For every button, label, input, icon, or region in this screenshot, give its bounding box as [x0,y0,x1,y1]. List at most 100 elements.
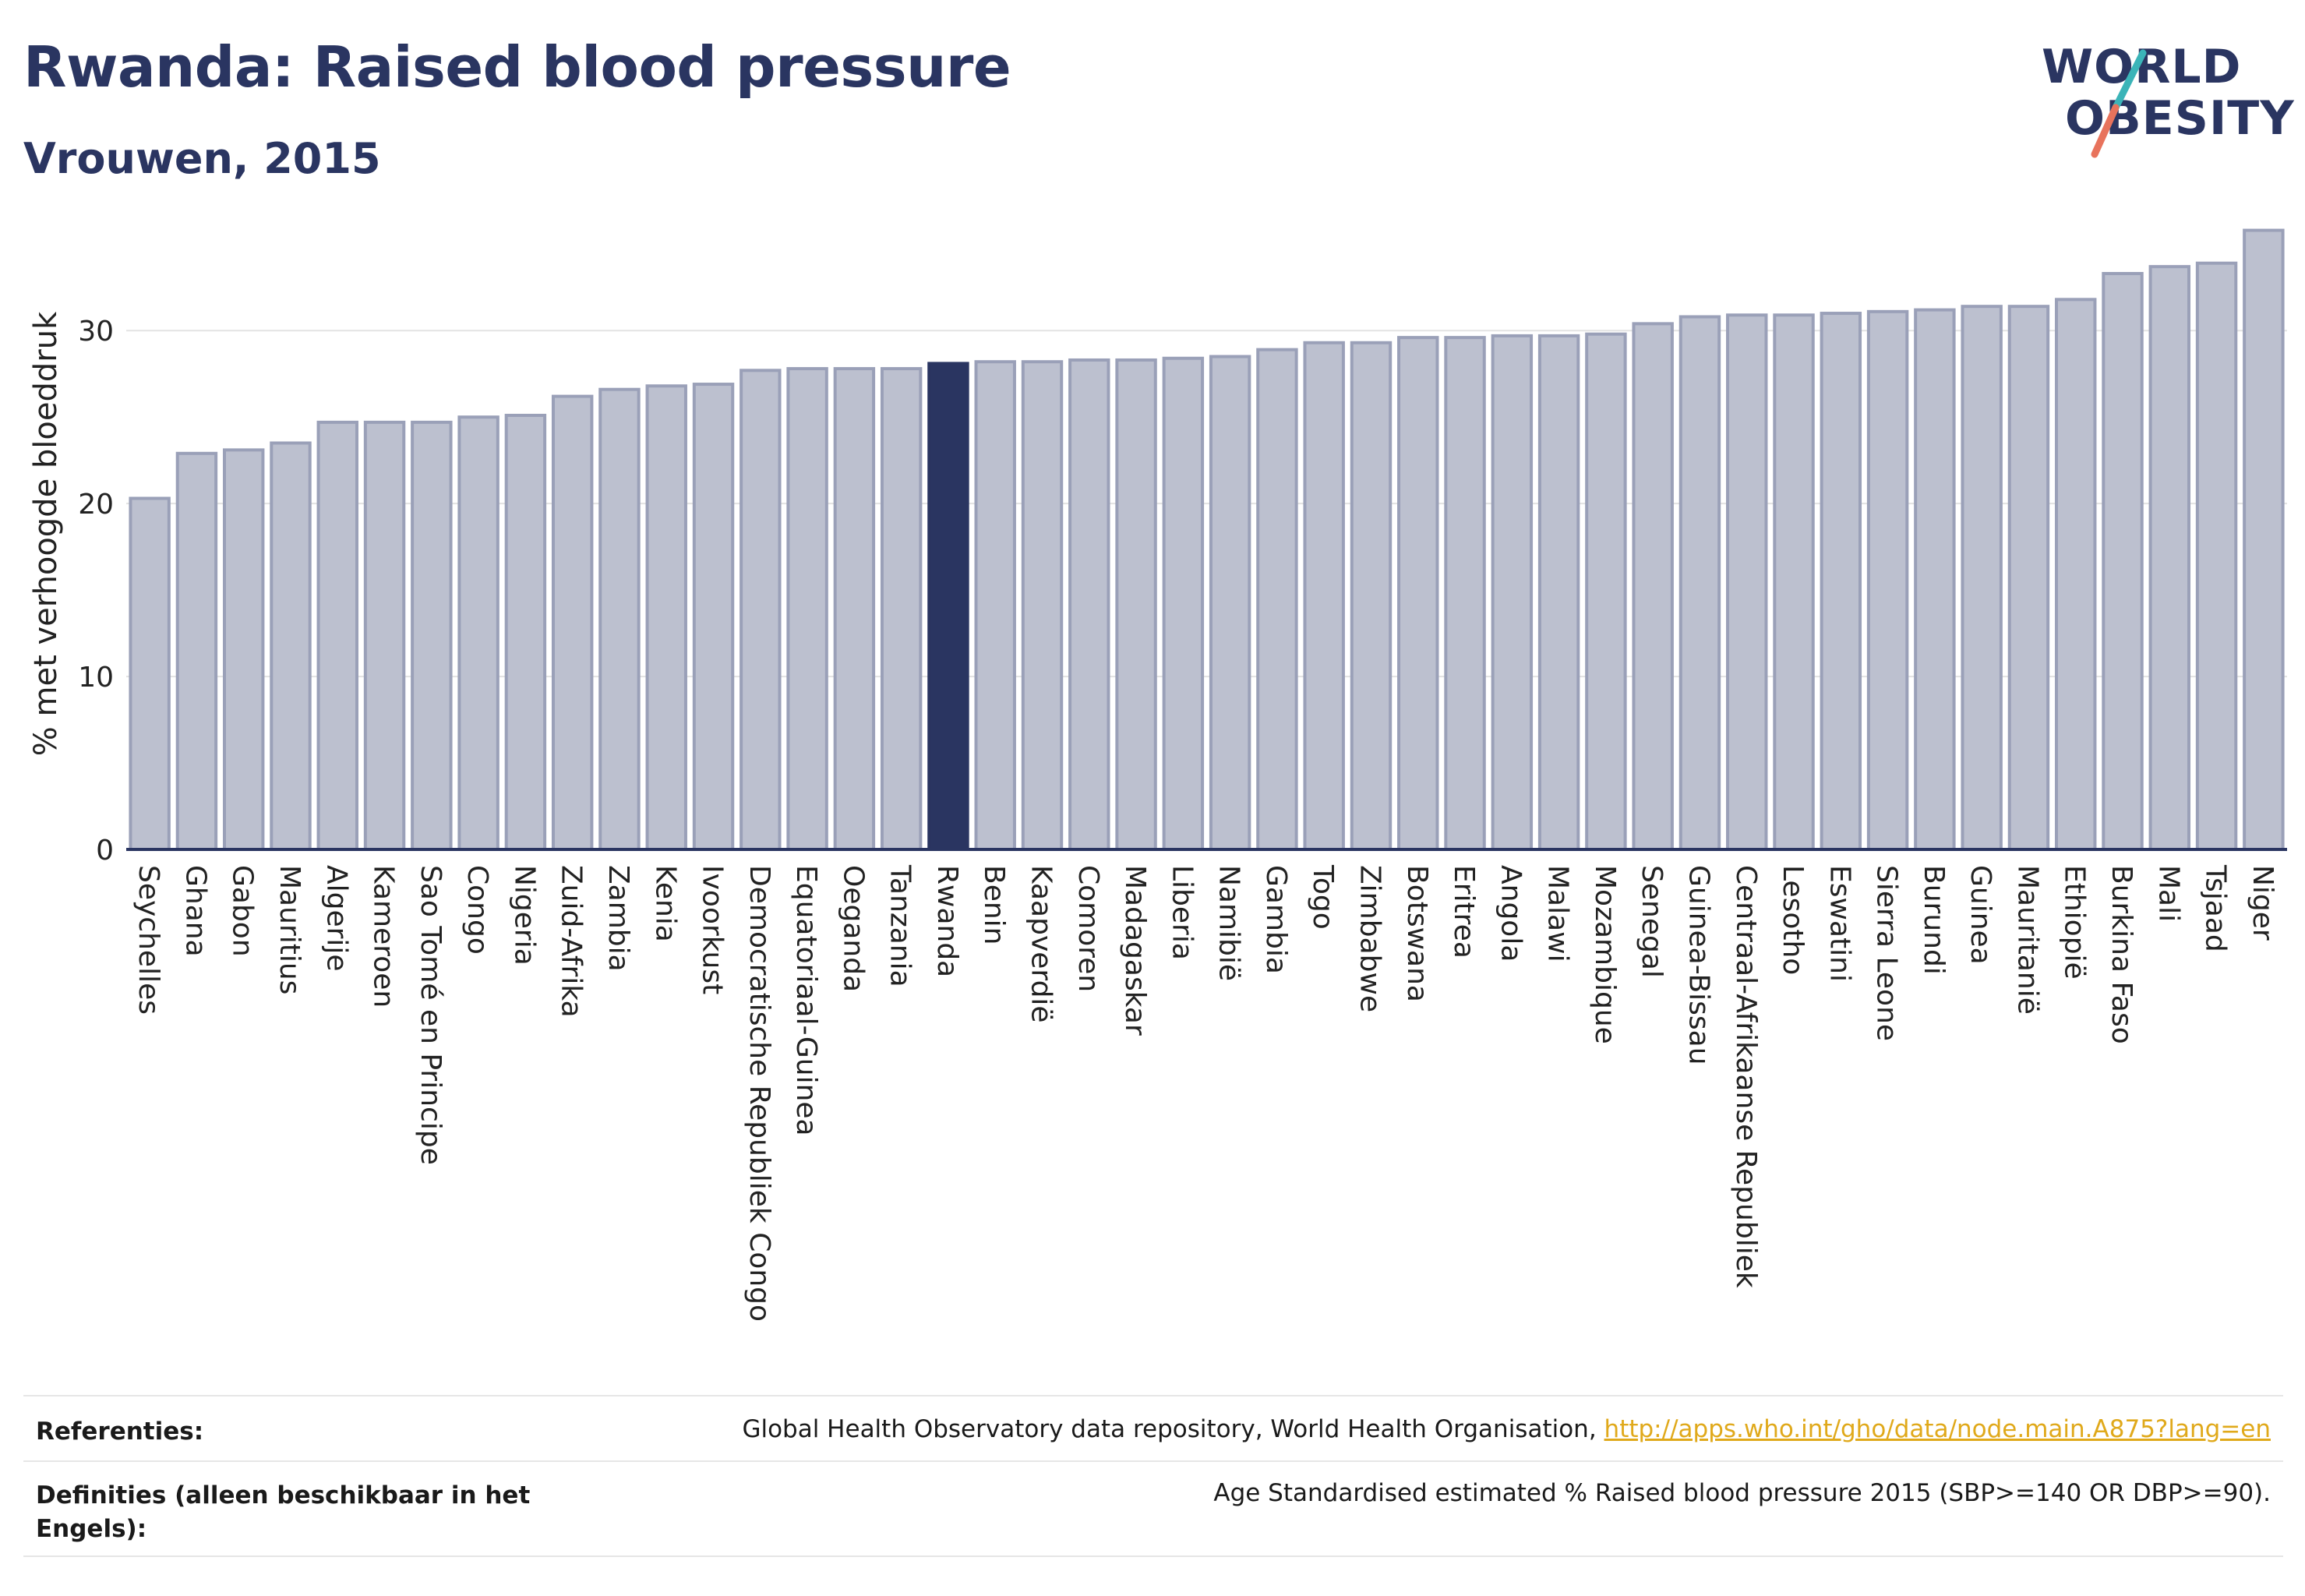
bar [411,420,453,851]
x-tick-label: Guinea [1964,865,1996,965]
bar [363,420,406,851]
bar [2243,228,2285,852]
bar [1256,348,1298,851]
x-tick-label: Kameroen [368,865,400,1008]
x-tick-label: Equatoriaal-Guinea [790,865,822,1136]
x-tick-label: Mauritius [274,865,305,994]
x-tick-label: Eritrea [1448,865,1480,959]
definitions-label: Definities (alleen beschikbaar in het En… [36,1481,531,1544]
x-tick-label: Senegal [1636,865,1668,978]
bar [1585,332,1627,851]
x-tick-label: Tanzania [884,864,916,987]
bar [1678,315,1721,851]
references-row: Referenties: Global Health Observatory d… [23,1395,2283,1462]
bar-highlight [927,362,969,852]
x-tick-label: Eswatini [1823,865,1855,982]
x-tick-label: Niger [2247,865,2279,941]
x-tick-label: Oeganda [837,865,869,992]
references-text: Global Health Observatory data repositor… [742,1415,1604,1443]
bar [645,384,687,852]
x-tick-label: Comoren [1072,865,1104,992]
x-tick-label: Sierra Leone [1871,865,1903,1041]
bar [1914,308,1956,851]
x-tick-label: Mali [2152,865,2184,922]
x-tick-label: Kenia [649,865,681,942]
bar [1961,305,2003,851]
bars [129,228,2285,852]
bar-chart: 0 10 20 30 Seychelles Ghana Gabon Mauritius Alg… [28,228,2287,1322]
bar [833,367,876,852]
bar [1162,356,1205,851]
bar [457,415,499,851]
bar [1444,336,1486,851]
x-tick-label: Liberia [1166,865,1198,960]
bar [1773,313,1815,851]
bar [880,367,923,852]
bar [316,420,358,851]
x-tick-label: Rwanda [931,865,963,977]
bar [1537,334,1580,851]
x-tick-label: Malawi [1542,865,1574,962]
bar [1397,336,1439,851]
bar [551,394,594,852]
y-tick-label: 30 [78,316,114,348]
page-title: Rwanda: Raised blood pressure [23,34,1011,100]
page-subtitle: Vrouwen, 2015 [23,134,381,183]
references-link[interactable]: http://apps.who.int/gho/data/node.main.A… [1604,1415,2271,1443]
x-tick-label: Sao Tomé en Principe [415,865,447,1165]
references-value: Global Health Observatory data repositor… [742,1415,2271,1443]
x-tick-label: Gabon [227,865,259,957]
x-tick-label: Burkina Faso [2106,865,2137,1044]
y-tick-label: 20 [78,489,114,521]
x-tick-label: Angola [1495,865,1527,962]
x-tick-label: Guinea-Bissau [1682,865,1714,1065]
bar [740,369,782,852]
bar [786,367,828,852]
bar [1115,358,1157,851]
bar [2102,272,2144,852]
x-tick-label: Namibië [1213,865,1245,981]
y-axis-label: % met verhoogde bloeddruk [28,311,64,756]
bar [1303,341,1345,851]
bar [598,387,641,852]
y-tick-label: 10 [78,662,114,694]
x-tick-label: Centraal-Afrikaanse Republiek [1730,865,1762,1288]
bar [2007,305,2050,851]
bar [1820,312,1862,851]
x-tick-label: Togo [1307,864,1339,930]
x-tick-label: Ethiopië [2059,865,2091,980]
y-tick-label: 0 [96,835,114,867]
x-tick-label: Burundi [1918,865,1950,975]
x-tick-label: Gambia [1260,865,1292,974]
bar [1350,341,1393,851]
x-tick-labels: Seychelles Ghana Gabon Mauritius Algerije Kam… [132,864,2279,1322]
logo-slash-icon [2091,49,2147,158]
x-tick-label: Seychelles [132,865,164,1015]
x-tick-label: Botswana [1401,865,1433,1002]
bar [1632,322,1674,851]
x-tick-label: Madagaskar [1119,865,1151,1036]
bar [1866,309,1909,851]
x-tick-label: Mozambique [1589,865,1621,1044]
bar [222,448,265,851]
x-tick-label: Benin [978,865,1010,945]
x-tick-label: Democratische Republiek Congo [743,865,775,1322]
bar [1021,360,1064,852]
x-tick-label: Ghana [179,865,211,957]
bar [692,383,735,852]
definitions-value: Age Standardised estimated % Raised bloo… [1213,1479,2271,1507]
bar [270,441,312,851]
y-tick-labels: 0 10 20 30 [78,316,114,867]
bar [2148,265,2191,852]
x-tick-label: Zuid-Afrika [556,865,588,1018]
x-tick-label: Zimbabwe [1354,865,1385,1012]
x-tick-label: Nigeria [508,865,540,966]
bar [1726,313,1768,851]
x-tick-label: Ivoorkust [697,865,729,994]
world-obesity-logo: WORLD OBESITY [2034,22,2294,162]
x-tick-label: Tsjaad [2200,864,2232,952]
bar [2195,261,2238,852]
x-tick-label: Mauritanië [2011,865,2043,1015]
x-tick-label: Lesotho [1777,865,1809,975]
bar [974,360,1016,852]
